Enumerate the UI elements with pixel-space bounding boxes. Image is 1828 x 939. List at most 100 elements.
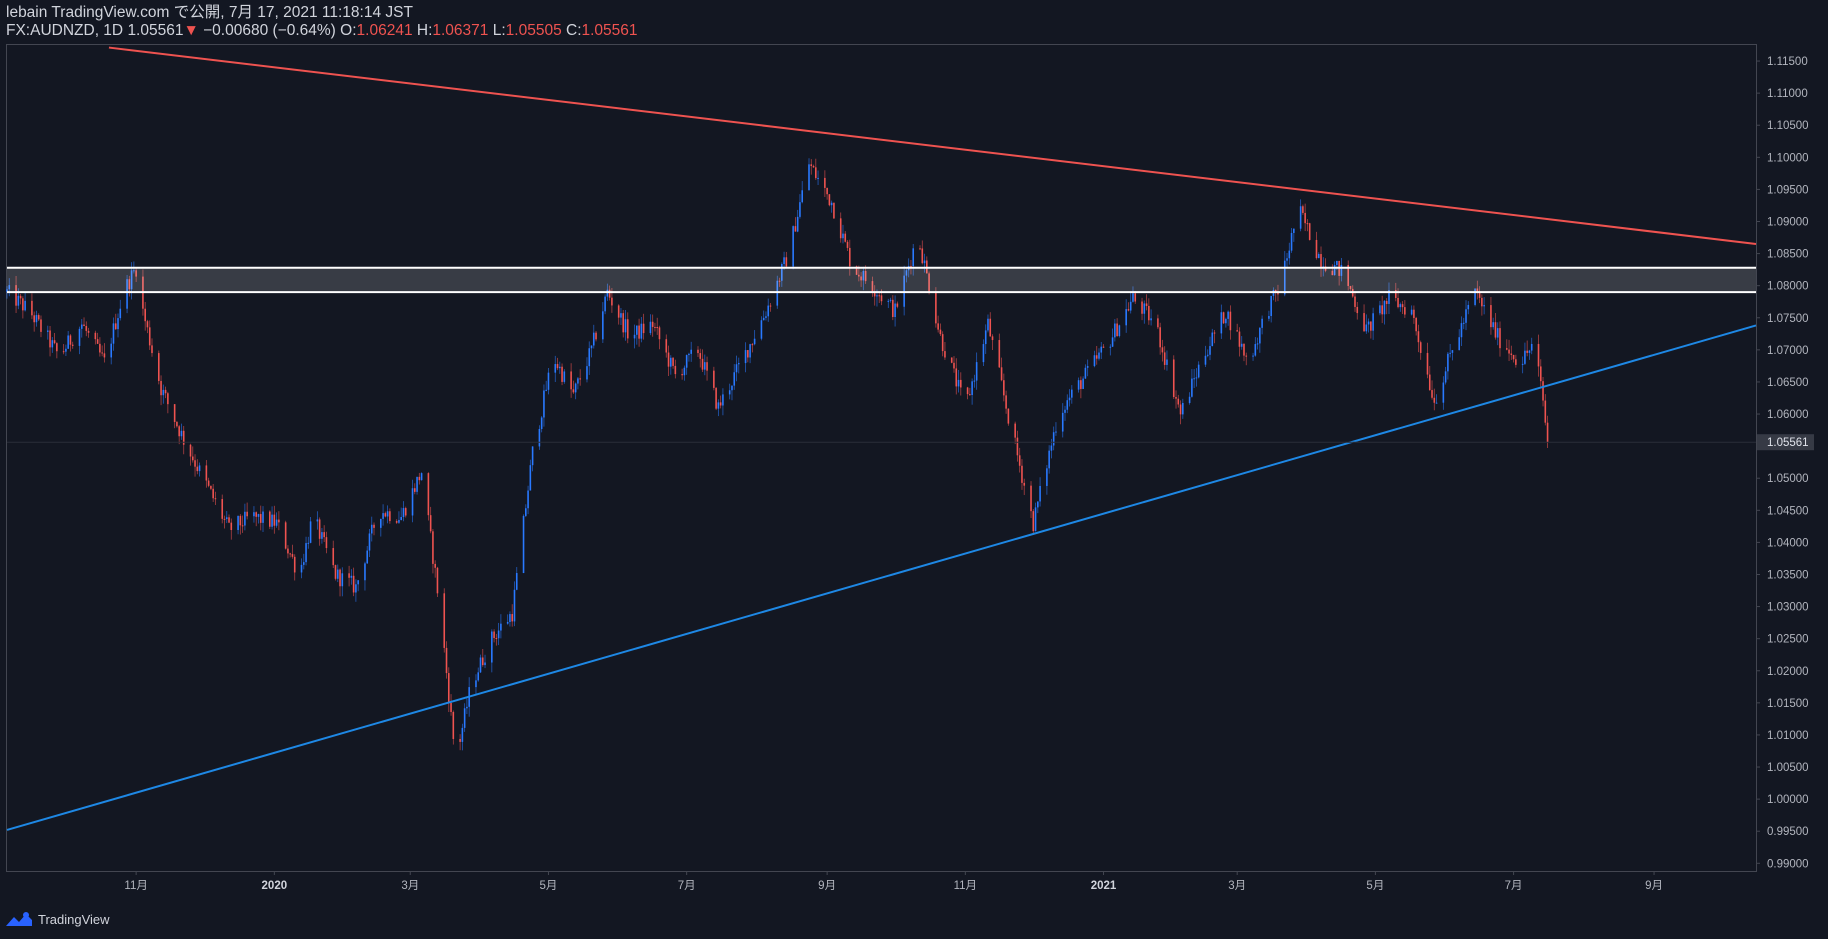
- candle-body: [701, 358, 704, 370]
- candle-body: [1304, 212, 1306, 224]
- candle-body: [71, 344, 74, 346]
- time-axis[interactable]: 11月 2020 3月 5月 7月 9月 11月 2021 3月 5月 7月 9月: [124, 871, 1663, 892]
- candle-body: [556, 364, 559, 369]
- candle-body: [418, 476, 421, 481]
- candle-body: [590, 345, 593, 349]
- candle-body: [1016, 437, 1019, 456]
- candle-body: [350, 575, 353, 578]
- candle-body: [1462, 322, 1465, 324]
- time-tick-label: 2020: [262, 880, 288, 892]
- candle-body: [1236, 330, 1238, 332]
- ascending-trendline[interactable]: [6, 324, 1757, 831]
- price-tick-label: 1.03000: [1767, 602, 1809, 614]
- candle-body: [572, 389, 575, 393]
- candle-body: [1259, 327, 1261, 344]
- candle-body: [765, 316, 767, 318]
- candle-body: [302, 562, 305, 565]
- candle-body: [1095, 355, 1098, 359]
- candle-body: [991, 336, 994, 341]
- candle-body: [257, 514, 260, 517]
- candle-body: [602, 311, 604, 340]
- candle-body: [176, 421, 178, 427]
- candle-body: [1252, 355, 1254, 357]
- candle-body: [611, 297, 613, 306]
- time-tick-label: 7月: [1505, 880, 1523, 892]
- candle-body: [225, 517, 228, 519]
- candle-body: [6, 289, 8, 293]
- candle-body: [167, 393, 169, 405]
- candle-body: [497, 630, 500, 639]
- candle-body: [531, 446, 534, 466]
- candle-body: [975, 362, 978, 381]
- candle-body: [1481, 297, 1483, 307]
- candle-body: [923, 260, 926, 264]
- candle-body: [749, 344, 751, 358]
- candle-body: [1175, 397, 1177, 399]
- candle-body: [1256, 343, 1259, 345]
- close-value: 1.05561: [581, 22, 638, 39]
- candle-body: [352, 575, 355, 593]
- candle-body: [380, 518, 382, 528]
- candle-body: [1413, 309, 1415, 318]
- candle-body: [316, 519, 319, 522]
- candle-body: [1179, 404, 1182, 415]
- candle-body: [1084, 367, 1087, 379]
- candle-body: [182, 430, 185, 445]
- candle-body: [735, 364, 738, 373]
- candle-body: [1431, 390, 1433, 398]
- candle-body: [656, 327, 659, 329]
- price-tick-label: 1.09500: [1767, 184, 1809, 196]
- candle-body: [1356, 306, 1359, 314]
- tradingview-logo-icon: [6, 912, 32, 926]
- candle-body: [112, 323, 115, 344]
- candle-body: [51, 340, 54, 348]
- price-axis[interactable]: 1.11500 1.11000 1.10500 1.10000 1.09500 1.090…: [7, 56, 1814, 870]
- candle-body: [982, 344, 985, 363]
- candle-body: [1270, 295, 1272, 316]
- candle-body: [1238, 331, 1241, 347]
- candle-body: [713, 370, 715, 388]
- candle-body: [287, 548, 289, 554]
- candle-body: [543, 390, 545, 418]
- candle-body: [17, 295, 20, 306]
- price-chart[interactable]: 1.11500 1.11000 1.10500 1.10000 1.09500 1.090…: [0, 0, 1828, 905]
- descending-trendline[interactable]: [108, 46, 1757, 245]
- candle-body: [164, 389, 167, 394]
- candle-body: [432, 531, 434, 564]
- price-tick-label: 1.07500: [1767, 313, 1809, 325]
- candle-body: [212, 488, 214, 499]
- high-value: 1.06371: [432, 22, 489, 39]
- candle-body: [1349, 285, 1352, 289]
- price-tick-label: 0.99000: [1767, 858, 1809, 870]
- candle-body: [1111, 337, 1114, 347]
- candle-body: [1490, 305, 1492, 328]
- candle-body: [672, 357, 674, 366]
- candle-body: [244, 511, 246, 526]
- candle-body: [1150, 318, 1152, 321]
- candle-body: [1397, 297, 1399, 308]
- candle-body: [1129, 301, 1132, 311]
- candle-body: [1415, 317, 1417, 332]
- candle-body: [1163, 352, 1166, 365]
- candle-body: [411, 488, 414, 516]
- candle-body: [984, 330, 987, 345]
- candle-body: [321, 532, 323, 539]
- candle-body: [413, 488, 416, 492]
- candle-body: [255, 512, 258, 517]
- candle-body: [871, 281, 874, 293]
- candle-body: [685, 355, 688, 368]
- candle-body: [1225, 318, 1227, 324]
- candle-body: [783, 257, 785, 265]
- chart-frame: [6, 44, 1757, 872]
- candle-body: [1177, 398, 1180, 405]
- candle-body: [228, 517, 230, 523]
- footer-brand[interactable]: TradingView: [6, 911, 110, 927]
- candle-body: [511, 614, 514, 622]
- candle-body: [400, 517, 403, 520]
- candle-body: [998, 340, 1001, 368]
- candle-body: [737, 363, 740, 365]
- close-label: C:: [566, 22, 582, 39]
- candle-body: [1394, 290, 1397, 298]
- price-tick-label: 1.10000: [1767, 152, 1809, 164]
- candle-body: [1539, 366, 1542, 382]
